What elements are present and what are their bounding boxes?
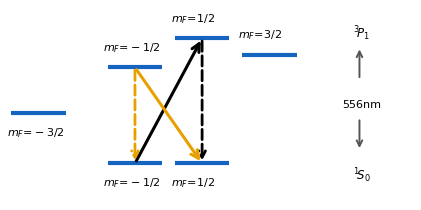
Text: $^1\!S_0$: $^1\!S_0$ [353,167,370,185]
Text: 556nm: 556nm [342,100,381,110]
Text: $^3\!P_1$: $^3\!P_1$ [353,25,370,43]
Text: $m_F\!=\!3/2$: $m_F\!=\!3/2$ [238,29,282,42]
Text: $m_F\!=\!1/2$: $m_F\!=\!1/2$ [171,12,215,26]
Text: $m_F\!=\!-1/2$: $m_F\!=\!-1/2$ [104,41,161,55]
Text: $m_F\!=\!-1/2$: $m_F\!=\!-1/2$ [104,176,161,190]
Text: $m_F\!=\!1/2$: $m_F\!=\!1/2$ [171,176,215,190]
Text: $m_F\!=\!-3/2$: $m_F\!=\!-3/2$ [7,126,65,140]
